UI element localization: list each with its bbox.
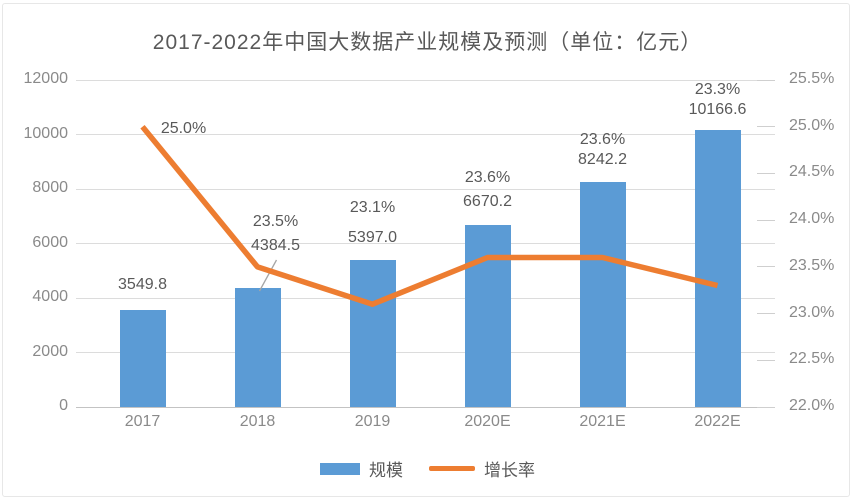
x-axis-tick-label: 2021E — [579, 413, 626, 430]
legend-item-scale: 规模 — [320, 456, 403, 481]
line-percent-label: 23.1% — [349, 198, 396, 216]
y-axis-right-tick-label: 23.5% — [789, 256, 835, 274]
bar-value-label: 3549.8 — [118, 276, 167, 294]
x-axis-tick-label: 2022E — [694, 413, 741, 430]
gridline — [76, 243, 775, 244]
y-axis-right-tick-label: 25.5% — [789, 70, 835, 87]
line-percent-label: 23.6% — [464, 169, 511, 187]
y-axis-left-tick-label: 8000 — [32, 179, 68, 196]
legend-label: 增长率 — [484, 461, 535, 480]
line-percent-label: 23.5% — [252, 212, 299, 230]
gridline — [76, 297, 775, 299]
bar-value-label: 5397.0 — [348, 228, 397, 246]
legend-label: 规模 — [369, 461, 403, 480]
x-axis-line — [76, 406, 775, 408]
y-axis-right-tick-label: 22.0% — [789, 397, 835, 414]
x-axis-tick-label: 2020E — [464, 413, 511, 430]
gridline — [76, 79, 775, 81]
bar-value-label: 8242.2 — [578, 151, 627, 169]
y-axis-right-tick — [757, 313, 775, 315]
y-axis-right-tick-label: 23.0% — [789, 303, 835, 321]
line-percent-label: 25.0% — [160, 119, 207, 137]
legend-bar-swatch — [320, 462, 360, 475]
y-axis-right-tick — [757, 219, 775, 221]
legend: 规模 增长率 — [0, 456, 855, 481]
y-axis-right-tick — [757, 359, 775, 361]
y-axis-right-tick-label: 24.0% — [789, 210, 835, 228]
y-axis-left-tick-label: 12000 — [23, 70, 69, 87]
bar-value-label: 10166.6 — [688, 100, 747, 118]
legend-line-swatch — [429, 466, 475, 471]
y-axis-right-tick-label: 24.5% — [789, 163, 835, 181]
label-leader-line — [258, 259, 278, 292]
gridline — [76, 134, 775, 135]
y-axis-left-tick-label: 6000 — [32, 233, 68, 251]
bar — [349, 259, 396, 407]
growth-rate-line — [140, 124, 719, 307]
line-percent-label: 23.3% — [694, 80, 741, 98]
y-axis-left-tick-label: 0 — [59, 397, 68, 414]
bar — [579, 182, 626, 407]
y-axis-right-tick — [757, 406, 775, 408]
y-axis-right-tick-label: 22.5% — [789, 350, 835, 368]
x-axis-tick-label: 2019 — [354, 413, 391, 430]
bar-value-label: 6670.2 — [463, 193, 512, 211]
bar-value-label: 4384.5 — [251, 236, 300, 254]
y-axis-right-tick — [757, 126, 775, 128]
bar — [119, 310, 166, 407]
chart-title: 2017-2022年中国大数据产业规模及预测（单位：亿元） — [152, 31, 703, 54]
bar — [234, 287, 281, 407]
x-axis-tick-label: 2018 — [239, 413, 276, 430]
y-axis-left-tick-label: 10000 — [23, 124, 69, 142]
y-axis-right-tick — [757, 266, 775, 268]
y-axis-left-tick-label: 2000 — [32, 342, 68, 360]
y-axis-right-tick-label: 25.0% — [789, 116, 835, 134]
x-axis-tick-label: 2017 — [124, 413, 161, 430]
y-axis-left-tick-label: 4000 — [32, 288, 68, 305]
line-percent-label: 23.6% — [579, 131, 626, 149]
y-axis-right-tick — [757, 79, 775, 81]
legend-item-growth-rate: 增长率 — [429, 456, 535, 481]
y-axis-right-tick — [757, 172, 775, 174]
gridline — [76, 188, 775, 190]
gridline — [76, 352, 775, 353]
bar — [694, 129, 741, 407]
